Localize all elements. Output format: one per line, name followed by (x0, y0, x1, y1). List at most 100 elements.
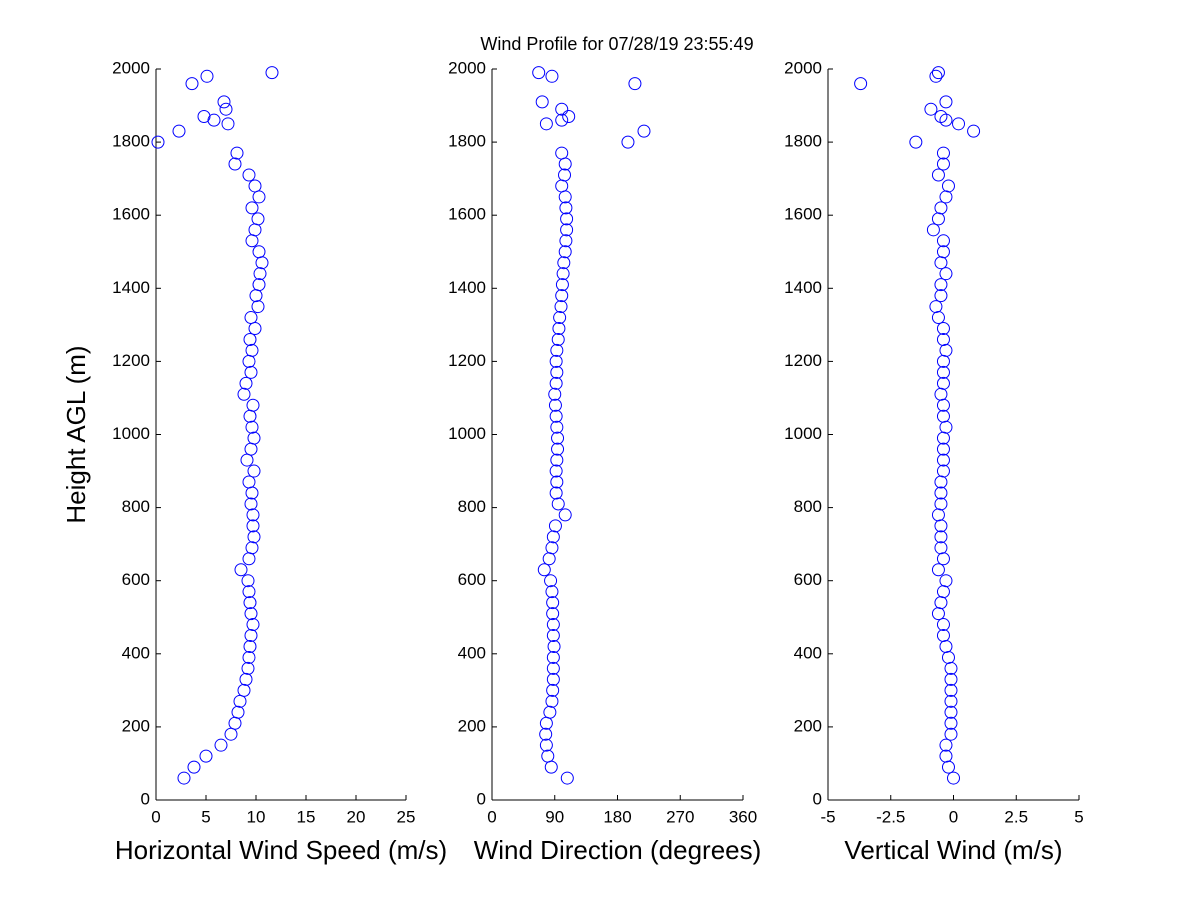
data-point (247, 464, 261, 478)
data-point (952, 117, 966, 131)
data-point (247, 530, 261, 544)
data-point (539, 738, 553, 752)
data-point (187, 760, 201, 774)
data-point (551, 497, 565, 511)
y-tick-label: 1600 (112, 205, 150, 224)
data-point (246, 398, 260, 412)
data-point (244, 629, 258, 643)
data-point (253, 267, 267, 281)
x-tick-label: 5 (1074, 807, 1083, 826)
data-point (562, 110, 576, 124)
data-point (544, 574, 558, 588)
data-point (550, 453, 564, 467)
x-tick-label: 360 (729, 807, 757, 826)
data-point (199, 749, 213, 763)
x-tick-label: 20 (347, 807, 366, 826)
data-point (929, 69, 943, 83)
data-point (559, 234, 573, 248)
data-point (936, 245, 950, 259)
data-point (944, 694, 958, 708)
y-tick-label: 200 (458, 716, 486, 735)
y-tick-label: 1600 (448, 205, 486, 224)
data-point (944, 727, 958, 741)
data-point (936, 376, 950, 390)
data-point (244, 365, 258, 379)
y-tick-label: 0 (813, 789, 822, 808)
y-tick-label: 800 (794, 497, 822, 516)
x-tick-label: 0 (949, 807, 958, 826)
data-point (934, 289, 948, 303)
figure-title: Wind Profile for 07/28/19 23:55:49 (480, 34, 753, 54)
x-tick-label: 10 (247, 807, 266, 826)
data-point (555, 146, 569, 160)
data-point (944, 716, 958, 730)
y-tick-label: 400 (794, 643, 822, 662)
data-point (944, 672, 958, 686)
y-tick-label: 1400 (112, 278, 150, 297)
data-point (550, 475, 564, 489)
data-point (931, 563, 945, 577)
data-point (543, 705, 557, 719)
data-point (557, 256, 571, 270)
y-tick-label: 0 (141, 789, 150, 808)
data-point (546, 596, 560, 610)
y-tick-label: 2000 (448, 58, 486, 77)
data-point (244, 607, 258, 621)
data-point (947, 771, 960, 785)
data-point (550, 343, 564, 357)
data-point (242, 168, 256, 182)
y-tick-label: 600 (122, 570, 150, 589)
data-point (936, 618, 950, 632)
data-point (237, 387, 251, 401)
x-tick-label: 5 (201, 807, 210, 826)
data-point (545, 585, 559, 599)
data-point (243, 639, 257, 653)
data-point (637, 124, 651, 138)
y-tick-label: 400 (458, 643, 486, 662)
data-point (241, 574, 255, 588)
data-point (251, 212, 265, 226)
data-point (549, 376, 563, 390)
data-point (246, 618, 260, 632)
data-point (537, 563, 551, 577)
data-point (243, 596, 257, 610)
data-point (546, 650, 560, 664)
y-tick-label: 1200 (448, 351, 486, 370)
y-tick-label: 800 (122, 497, 150, 516)
data-point (934, 278, 948, 292)
y-tick-label: 400 (122, 643, 150, 662)
y-axis-label: Height AGL (m) (61, 345, 91, 523)
data-point (936, 365, 950, 379)
x-tick-label: 0 (487, 807, 496, 826)
x-tick-label: 0 (151, 807, 160, 826)
data-point (936, 453, 950, 467)
x-tick-label: -2.5 (876, 807, 905, 826)
data-point (936, 157, 950, 171)
y-tick-label: 1000 (448, 424, 486, 443)
data-point (200, 69, 214, 83)
data-point (546, 530, 560, 544)
data-point (234, 563, 248, 577)
data-point (548, 519, 562, 533)
x-axis-label: Vertical Wind (m/s) (844, 835, 1062, 865)
data-point (936, 629, 950, 643)
data-point (941, 179, 955, 193)
data-point (934, 201, 948, 215)
data-point (549, 464, 563, 478)
data-point (934, 497, 948, 511)
y-tick-label: 0 (477, 789, 486, 808)
data-point (555, 113, 569, 127)
x-tick-label: -5 (820, 807, 835, 826)
data-point (177, 771, 191, 785)
data-point (931, 168, 945, 182)
data-point (552, 322, 566, 336)
data-point (221, 117, 235, 131)
data-point (939, 749, 953, 763)
data-point (926, 223, 940, 237)
data-point (554, 300, 568, 314)
data-point (228, 157, 242, 171)
data-point (546, 683, 560, 697)
data-point (929, 300, 943, 314)
data-point (242, 475, 256, 489)
